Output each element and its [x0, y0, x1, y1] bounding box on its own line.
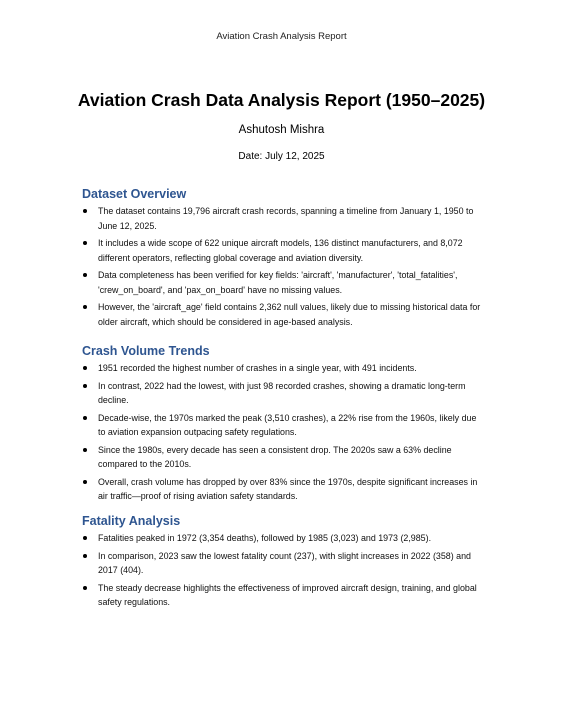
- list-item-text: Since the 1980s, every decade has seen a…: [98, 444, 452, 470]
- bullet-icon: [83, 209, 87, 213]
- list-item-text: Fatalities peaked in 1972 (3,354 deaths)…: [98, 533, 432, 543]
- list-item: Fatalities peaked in 1972 (3,354 deaths)…: [82, 531, 482, 546]
- list-item: Since the 1980s, every decade has seen a…: [82, 443, 482, 472]
- bullet-icon: [83, 479, 87, 484]
- list-item-text: It includes a wide scope of 622 unique a…: [98, 238, 463, 263]
- bullet-icon: [83, 415, 87, 420]
- list-item-text: Decade-wise, the 1970s marked the peak (…: [98, 412, 477, 438]
- bullet-icon: [83, 536, 87, 540]
- list-item: Decade-wise, the 1970s marked the peak (…: [82, 411, 482, 440]
- bullet-icon: [83, 553, 87, 558]
- list-item: It includes a wide scope of 622 unique a…: [82, 236, 482, 265]
- list-item: In contrast, 2022 had the lowest, with j…: [82, 379, 482, 408]
- bullet-icon: [83, 383, 87, 388]
- section-heading: Crash Volume Trends: [82, 344, 210, 358]
- author-name: Ashutosh Mishra: [238, 124, 325, 136]
- bullet-list: 1951 recorded the highest number of cras…: [82, 361, 482, 504]
- list-item-text: The steady decrease highlights the effec…: [98, 582, 477, 608]
- bullet-icon: [83, 447, 87, 452]
- bullet-icon: [83, 585, 87, 590]
- section-fatality-analysis: Fatality Analysis Fatalities peaked in 1…: [82, 514, 482, 613]
- list-item: Overall, crash volume has dropped by ove…: [82, 475, 482, 504]
- bullet-icon: [83, 241, 87, 245]
- bullet-list: Fatalities peaked in 1972 (3,354 deaths)…: [82, 531, 482, 610]
- bullet-icon: [83, 305, 87, 309]
- list-item: However, the 'aircraft_age' field contai…: [82, 300, 482, 329]
- list-item: Data completeness has been verified for …: [82, 268, 482, 297]
- list-item-text: 1951 recorded the highest number of cras…: [98, 363, 417, 373]
- list-item-text: However, the 'aircraft_age' field contai…: [98, 302, 481, 327]
- report-title: Aviation Crash Data Analysis Report (195…: [77, 90, 486, 110]
- list-item-text: Overall, crash volume has dropped by ove…: [98, 476, 478, 502]
- list-item-text: Data completeness has been verified for …: [98, 270, 458, 295]
- list-item-text: In contrast, 2022 had the lowest, with j…: [98, 380, 466, 406]
- list-item: The dataset contains 19,796 aircraft cra…: [82, 204, 482, 233]
- list-item-text: In comparison, 2023 saw the lowest fatal…: [98, 550, 471, 576]
- section-heading: Dataset Overview: [82, 187, 187, 201]
- bullet-icon: [83, 366, 87, 370]
- running-header: Aviation Crash Analysis Report: [216, 31, 347, 42]
- list-item: 1951 recorded the highest number of cras…: [82, 361, 482, 376]
- section-crash-volume-trends: Crash Volume Trends 1951 recorded the hi…: [82, 344, 482, 507]
- list-item-text: The dataset contains 19,796 aircraft cra…: [98, 206, 474, 231]
- bullet-icon: [83, 273, 87, 277]
- report-date: Date: July 12, 2025: [238, 151, 325, 162]
- section-dataset-overview: Dataset Overview The dataset contains 19…: [82, 187, 482, 332]
- list-item: The steady decrease highlights the effec…: [82, 581, 482, 610]
- bullet-list: The dataset contains 19,796 aircraft cra…: [82, 204, 482, 329]
- section-heading: Fatality Analysis: [82, 514, 181, 528]
- list-item: In comparison, 2023 saw the lowest fatal…: [82, 549, 482, 578]
